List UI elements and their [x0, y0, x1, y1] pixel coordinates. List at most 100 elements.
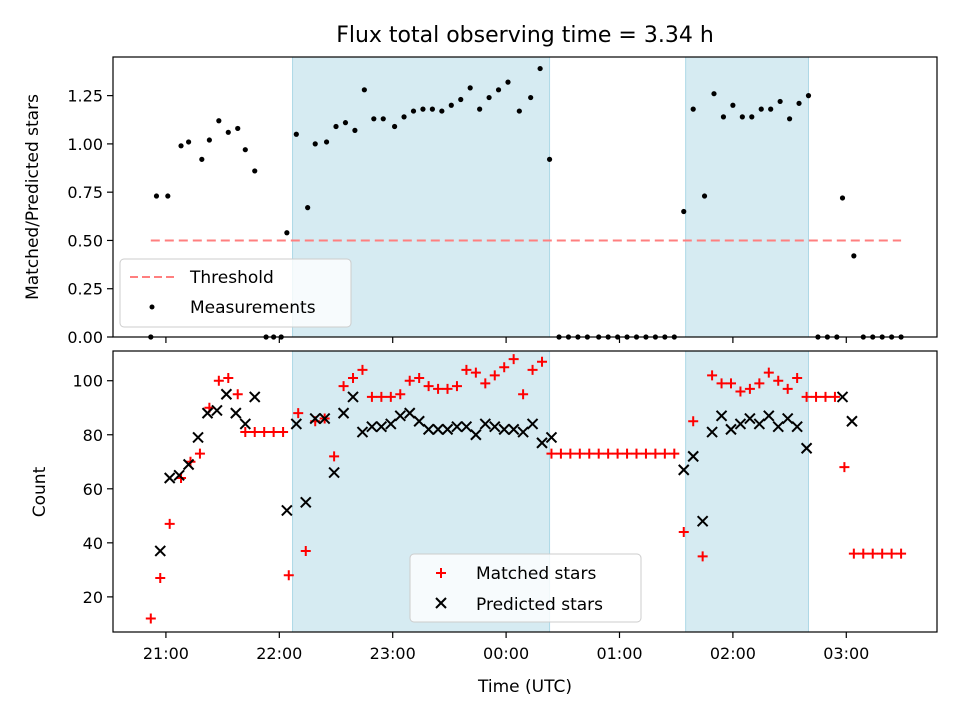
measurement-point [505, 79, 511, 85]
predicted-star-point [715, 410, 728, 422]
measurement-point [486, 94, 492, 101]
predicted-star-point [507, 423, 520, 436]
matched-star-point [194, 448, 205, 459]
matched-star-point [338, 381, 349, 392]
predicted-legend-label: Predicted stars [476, 595, 603, 615]
measurement-point [528, 94, 534, 101]
measurement-point [165, 193, 171, 199]
measurement-point [225, 129, 231, 135]
matched-star-point [357, 364, 368, 375]
top-y-ticks: 0.00 0.25 0.50 0.75 1.00 1.25 [67, 87, 113, 347]
matched-star-point [499, 362, 510, 373]
predicted-star-point [706, 426, 718, 438]
bottom-x-ticks: 21:00 22:00 23:00 00:00 01:00 02:00 03:00 [143, 632, 869, 663]
predicted-star-point [545, 431, 558, 444]
top-legend: Threshold Measurements [119, 258, 352, 328]
matched-star-point [801, 391, 812, 402]
measurement-point [851, 253, 857, 259]
predicted-star-point [281, 504, 293, 517]
matched-star-point [489, 370, 500, 381]
predicted-star-point [404, 407, 416, 419]
x-tick-label: 02:00 [710, 644, 756, 663]
matched-star-point [716, 378, 727, 389]
predicted-star-point [413, 415, 425, 427]
matched-star-point [283, 570, 294, 581]
predicted-star-point [211, 404, 223, 417]
measurement-point [768, 106, 774, 112]
measurement-point [448, 102, 454, 108]
predicted-star-point [753, 418, 766, 430]
predicted-star-point [230, 407, 242, 419]
y-tick-label: 40 [83, 534, 103, 553]
measurement-point [796, 100, 802, 106]
matched-star-point [366, 391, 377, 402]
x-tick-label: 22:00 [256, 644, 302, 663]
matched-star-point [886, 548, 897, 559]
predicted-star-point [800, 442, 813, 454]
chart-title: Flux total observing time = 3.34 h [336, 23, 714, 48]
predicted-star-point [337, 407, 350, 419]
matched-star-point [820, 391, 831, 402]
predicted-star-point [696, 515, 709, 527]
measurement-point [206, 137, 212, 143]
predicted-star-point [687, 450, 699, 463]
matched-star-point [414, 373, 425, 384]
predicted-star-point [356, 426, 369, 438]
measurement-point [342, 120, 349, 126]
measurement-point [516, 108, 522, 114]
predicted-star-point [441, 423, 454, 436]
matched-star-point [259, 427, 270, 438]
measurement-point [739, 114, 745, 120]
measurement-point [439, 108, 445, 114]
top-panel: 0.00 0.25 0.50 0.75 1.00 1.25 Matched/Predict… [23, 56, 938, 347]
measurement-point [199, 156, 205, 162]
measurement-point [242, 147, 248, 153]
matched-star-point [688, 416, 699, 427]
predicted-star-point [763, 410, 775, 422]
measurement-point [839, 195, 846, 201]
matched-star-point [574, 448, 585, 459]
predicted-star-point [517, 426, 529, 438]
bottom-legend: Matched stars Predicted stars [409, 553, 642, 623]
measurement-point [305, 205, 311, 211]
matched-star-point [622, 448, 633, 459]
measurement-point [758, 106, 764, 112]
matched-star-point [726, 378, 736, 389]
measurement-point [371, 116, 377, 122]
bottom-y-axis-label: Count [30, 466, 50, 517]
bottom-series [145, 354, 907, 624]
y-tick-label: 0.00 [67, 328, 103, 347]
predicted-star-point [536, 437, 548, 449]
measurement-point [786, 116, 793, 122]
matched-star-point [792, 373, 803, 384]
predicted-star-point [526, 418, 539, 430]
measurement-point [185, 139, 192, 145]
measurement-point [323, 139, 330, 145]
measurement-point [401, 114, 407, 120]
top-shaded-intervals [292, 56, 809, 338]
predicted-legend-swatch [435, 597, 447, 609]
predicted-star-point [470, 429, 482, 441]
predicted-star-point [163, 472, 176, 484]
threshold-legend-label: Threshold [189, 268, 274, 288]
matched-star-point [593, 448, 604, 459]
predicted-star-point [846, 415, 858, 427]
predicted-star-point [451, 420, 463, 433]
predicted-star-point [290, 418, 303, 430]
shaded-interval-2 [685, 350, 809, 633]
matched-star-point [155, 572, 166, 583]
matched-star-point [376, 391, 387, 402]
y-tick-label: 0.75 [67, 183, 103, 202]
predicted-star-point [182, 458, 195, 471]
predicted-star-point [239, 418, 252, 430]
matched-star-point [612, 448, 623, 459]
matched-star-point [518, 389, 529, 400]
matched-legend-label: Matched stars [476, 564, 596, 584]
predicted-star-point [422, 423, 435, 436]
matched-star-point [240, 427, 251, 438]
top-y-axis-label: Matched/Predicted stars [23, 94, 43, 300]
matched-legend-swatch [436, 568, 446, 578]
matched-star-point [678, 527, 689, 538]
matched-star-point [650, 448, 661, 459]
matched-star-point [249, 427, 260, 438]
